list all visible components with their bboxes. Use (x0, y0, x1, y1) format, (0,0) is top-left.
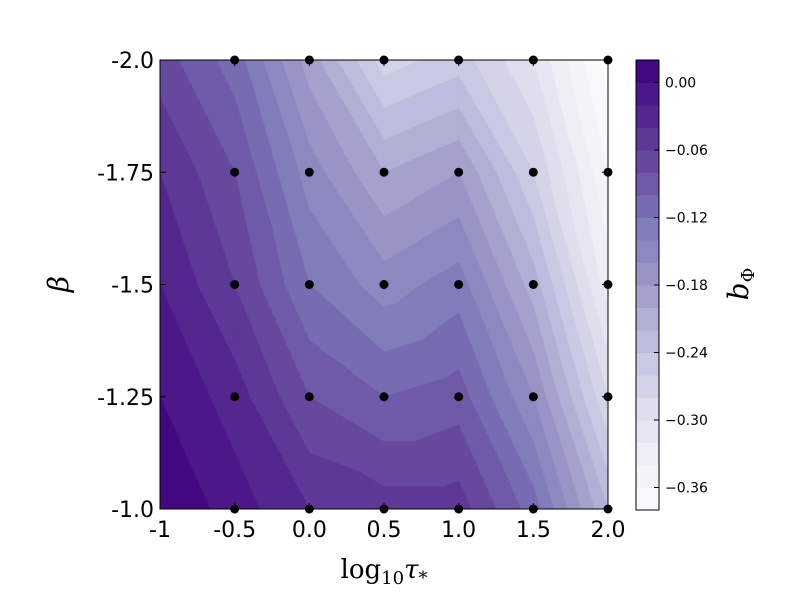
y-axis-label: β (42, 276, 75, 293)
colorbar-band (636, 82, 659, 106)
x-tick-label: 2.0 (591, 518, 626, 543)
y-tick-label: -1.0 (111, 498, 154, 523)
x-tick-label: -0.5 (213, 518, 256, 543)
x-axis-label: log10τ* (341, 555, 428, 589)
x-tick-label: 1.0 (441, 518, 476, 543)
sample-point (379, 167, 389, 177)
colorbar-tick-label: −0.36 (665, 481, 708, 497)
colorbar-label: bΦ (722, 268, 759, 301)
contour-band (533, 486, 541, 509)
colorbar-tick-label: −0.12 (665, 211, 708, 227)
sample-point (454, 167, 464, 177)
colorbar-tick-label: −0.24 (665, 346, 708, 362)
contour-band (533, 396, 568, 509)
x-tick-label: -1 (149, 518, 171, 543)
sample-points (230, 55, 613, 514)
sample-point (454, 280, 464, 289)
x-label-star: * (418, 568, 427, 589)
colorbar-band (636, 240, 659, 263)
colorbar-tick-label: 0.00 (665, 76, 696, 92)
x-label-var: τ (404, 555, 419, 585)
contour-band (309, 452, 385, 509)
sample-point (304, 280, 314, 289)
colorbar-tick-label: −0.18 (665, 278, 708, 294)
y-tick-label: -1.5 (111, 274, 154, 299)
colorbar-band (636, 397, 659, 421)
sample-point (230, 280, 240, 289)
colorbar-band (636, 375, 659, 398)
colorbar-band (636, 465, 659, 488)
x-label-base: log (341, 555, 382, 585)
contour-band (458, 480, 472, 509)
sample-point (528, 280, 538, 289)
colorbar-ticks: 0.00 −0.06 −0.12 −0.18 −0.24 −0.30 −0.36 (654, 76, 708, 497)
x-tick-label: 0.0 (292, 518, 327, 543)
contour-band (160, 396, 211, 509)
y-tick-label: -1.25 (97, 386, 154, 411)
plot-area (160, 60, 608, 509)
sample-point (454, 392, 464, 402)
colorbar-band (636, 487, 659, 511)
colorbar-label-var: b (722, 282, 755, 300)
colorbar-tick-label: −0.06 (665, 143, 708, 159)
colorbar-band (636, 330, 659, 353)
colorbar-fills (636, 60, 659, 511)
colorbar-band (636, 307, 659, 331)
x-label-sub: 10 (381, 568, 404, 589)
contour-band (458, 395, 522, 509)
y-tick-label: -1.75 (97, 161, 154, 186)
y-tick-label: -2.0 (111, 49, 154, 74)
sample-point (528, 392, 538, 402)
sample-point (304, 392, 314, 402)
colorbar-band (636, 285, 659, 308)
colorbar-band (636, 195, 659, 218)
y-axis-ticks: -2.0 -1.75 -1.5 -1.25 -1.0 (97, 49, 608, 523)
colorbar-band (636, 150, 659, 173)
contour-fills (160, 60, 608, 509)
colorbar-band (636, 262, 659, 286)
x-tick-label: 0.5 (367, 518, 402, 543)
colorbar: 0.00 −0.06 −0.12 −0.18 −0.24 −0.30 −0.36 (635, 59, 708, 511)
colorbar-band (636, 105, 659, 128)
colorbar-label-sub: Φ (738, 268, 759, 283)
colorbar-band (636, 127, 659, 151)
colorbar-band (636, 442, 659, 466)
colorbar-band (636, 352, 659, 376)
contour-band (234, 395, 310, 509)
colorbar-band (636, 217, 659, 241)
colorbar-band (636, 172, 659, 196)
colorbar-tick-label: −0.30 (665, 413, 708, 429)
sample-point (230, 167, 240, 177)
sample-point (528, 167, 538, 177)
colorbar-band (636, 420, 659, 443)
sample-point (304, 167, 314, 177)
sample-point (379, 392, 389, 402)
contour-band (383, 486, 460, 509)
colorbar-band (636, 60, 659, 83)
contour-band (234, 452, 260, 509)
sample-point (379, 280, 389, 289)
sample-point (230, 392, 240, 402)
x-axis-ticks: -1 -0.5 0.0 0.5 1.0 1.5 2.0 (149, 60, 626, 543)
x-tick-label: 1.5 (516, 518, 551, 543)
